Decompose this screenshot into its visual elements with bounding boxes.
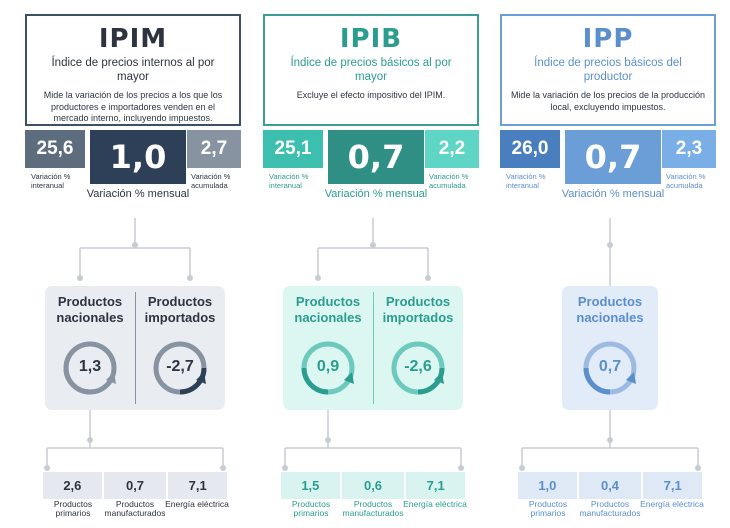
panel-value: 1,3: [78, 358, 102, 375]
breakdown-value: 2,6: [63, 478, 82, 493]
index-full-name: Índice de precios básicos al por mayor: [290, 57, 452, 83]
breakdown-value: 7,1: [641, 472, 702, 499]
index-description: Excluye el efecto impositivo del IPIM.: [296, 90, 446, 100]
panel-divider: [373, 292, 374, 404]
mensual-label: Variación % mensual: [324, 188, 428, 200]
index-header-card: IPP Índice de precios básicos del produc…: [500, 14, 716, 126]
breakdown-value: 7,1: [166, 472, 227, 499]
connector-dot: [44, 465, 50, 471]
panel-value: -2,6: [404, 358, 432, 375]
interanual-value-box: 26,0: [500, 130, 560, 168]
connector-dot: [77, 275, 83, 281]
breakdown-label: Productos primarios: [528, 499, 568, 518]
connector-dot: [425, 275, 431, 281]
breakdown-label: Energía eléctrica: [165, 499, 229, 509]
index-full-name: Índice de precios internos al por mayor: [51, 57, 215, 83]
breakdown-label: Energía eléctrica: [640, 499, 704, 509]
connector-dot: [87, 437, 93, 443]
breakdown-label: Productos primarios: [53, 499, 93, 518]
breakdown-label: Productos primarios: [291, 499, 331, 518]
breakdown-label: Productos manufacturados: [342, 499, 404, 518]
mensual-value-box: 1,0: [90, 130, 186, 184]
change-gauge-icon: [301, 341, 355, 395]
breakdown-value: 1,5: [301, 478, 320, 493]
mensual-label: Variación % mensual: [86, 188, 190, 200]
product-panel: Productos nacionales 1,3 Productos importa…: [45, 286, 225, 410]
panel-divider: [135, 292, 136, 404]
panel-title: Productos nacionales: [576, 294, 644, 325]
breakdown-value: 0,6: [339, 472, 405, 499]
mensual-value-box: 0,7: [328, 130, 424, 184]
index-abbr: IPIB: [339, 24, 403, 54]
ipib-column: IPIB Índice de precios básicos al por ma…: [263, 0, 483, 528]
product-panel: Productos nacionales 0,7: [562, 286, 658, 410]
connector-dot: [370, 242, 376, 248]
breakdown-label: Productos manufacturados: [579, 499, 641, 518]
connector-dot: [187, 275, 193, 281]
mensual-value-box: 0,7: [565, 130, 661, 184]
connector-dot: [220, 465, 226, 471]
product-panel: Productos nacionales 0,9 Productos importa…: [283, 286, 463, 410]
connector-dot: [519, 465, 525, 471]
index-abbr: IPIM: [98, 24, 168, 54]
change-gauge-icon: [583, 341, 637, 395]
ipp-column: IPP Índice de precios básicos del produc…: [500, 0, 720, 528]
connector-dot: [607, 437, 613, 443]
connector-dot: [325, 437, 331, 443]
acumulada-value-box: 2,3: [662, 130, 716, 168]
breakdown-strip: 1,0 0,4 7,1: [518, 472, 702, 499]
breakdown-value: 7,1: [404, 472, 465, 499]
connector-dot: [132, 242, 138, 248]
interanual-value-box: 25,1: [263, 130, 323, 168]
interanual-value-box: 25,6: [25, 130, 85, 168]
connector-dot: [695, 465, 701, 471]
change-gauge-icon: [153, 341, 207, 395]
connector-dot: [458, 465, 464, 471]
breakdown-label: Productos manufacturados: [104, 499, 166, 518]
index-header-card: IPIB Índice de precios básicos al por ma…: [263, 14, 479, 126]
acumulada-label: Variación % acumulada: [191, 172, 231, 190]
index-full-name: Índice de precios básicos del productor: [534, 57, 682, 83]
acumulada-label: Variación % acumulada: [429, 172, 469, 190]
change-gauge-icon: [391, 341, 445, 395]
acumulada-label: Variación % acumulada: [666, 172, 706, 190]
interanual-label: Variación % interanual: [269, 172, 309, 190]
panel-value: 0,9: [316, 358, 340, 375]
index-header-card: IPIM Índice de precios internos al por m…: [25, 14, 241, 126]
panel-value: -2,7: [166, 358, 194, 375]
acumulada-value-box: 2,7: [187, 130, 241, 168]
breakdown-value: 0,7: [101, 472, 167, 499]
connector-dot: [315, 275, 321, 281]
panel-title: Productos importados: [382, 294, 454, 325]
breakdown-strip: 2,6 0,7 7,1: [43, 472, 227, 499]
panel-title: Productos importados: [144, 294, 216, 325]
breakdown-strip: 1,5 0,6 7,1: [281, 472, 465, 499]
mensual-label: Variación % mensual: [561, 188, 665, 200]
breakdown-value: 1,0: [538, 478, 557, 493]
connector-dot: [282, 465, 288, 471]
change-gauge-icon: [63, 341, 117, 395]
panel-title: Productos nacionales: [294, 294, 362, 325]
breakdown-label: Energía eléctrica: [403, 499, 467, 509]
panel-value: 0,7: [598, 358, 622, 375]
connector-dot: [607, 242, 613, 248]
index-description: Mide la variación de los precios de la p…: [510, 90, 706, 112]
acumulada-value-box: 2,2: [425, 130, 479, 168]
index-description: Mide la variación de los precios a los q…: [43, 90, 223, 123]
interanual-label: Variación % interanual: [506, 172, 546, 190]
interanual-label: Variación % interanual: [31, 172, 71, 190]
ipim-column: IPIM Índice de precios internos al por m…: [25, 0, 245, 528]
breakdown-value: 0,4: [576, 472, 642, 499]
panel-title: Productos nacionales: [56, 294, 124, 325]
index-abbr: IPP: [582, 24, 634, 54]
